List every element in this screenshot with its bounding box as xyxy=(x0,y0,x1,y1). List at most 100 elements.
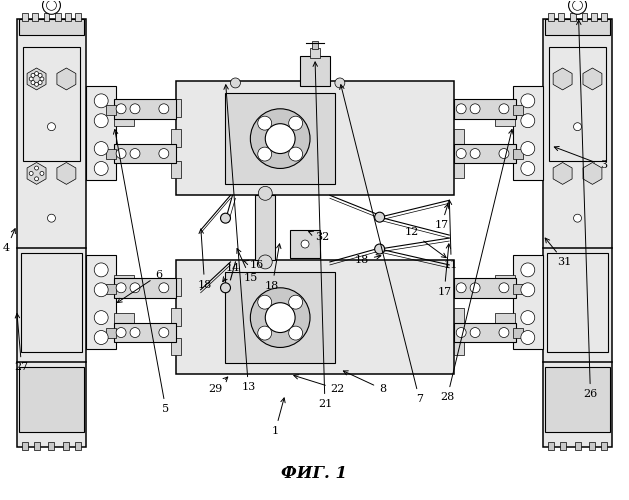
Text: 32: 32 xyxy=(309,231,329,242)
Bar xyxy=(601,442,608,450)
Bar xyxy=(545,368,610,432)
Circle shape xyxy=(521,162,535,175)
Circle shape xyxy=(43,0,60,14)
Bar xyxy=(513,255,543,350)
Polygon shape xyxy=(553,162,572,184)
Bar xyxy=(601,14,608,22)
Bar xyxy=(589,442,596,450)
Circle shape xyxy=(574,214,581,222)
Bar xyxy=(513,328,523,338)
Circle shape xyxy=(159,328,169,338)
Bar xyxy=(86,86,116,180)
Circle shape xyxy=(130,104,140,114)
Text: 21: 21 xyxy=(313,62,332,409)
Bar xyxy=(548,47,606,162)
Circle shape xyxy=(116,148,126,158)
Bar xyxy=(64,442,69,450)
Circle shape xyxy=(499,104,509,114)
Text: 1: 1 xyxy=(272,398,285,436)
Bar xyxy=(226,272,335,364)
Circle shape xyxy=(94,114,108,128)
Bar xyxy=(513,284,523,294)
Text: 18: 18 xyxy=(355,254,381,265)
Text: 8: 8 xyxy=(343,371,386,394)
Text: 18: 18 xyxy=(198,229,212,290)
Circle shape xyxy=(40,77,44,81)
Circle shape xyxy=(159,104,169,114)
Circle shape xyxy=(94,263,108,277)
Circle shape xyxy=(521,330,535,344)
Circle shape xyxy=(569,0,586,14)
Bar xyxy=(16,20,86,447)
Circle shape xyxy=(38,80,42,84)
Circle shape xyxy=(574,122,581,130)
Circle shape xyxy=(35,72,38,76)
Bar xyxy=(114,99,175,118)
Bar xyxy=(312,41,318,49)
Bar xyxy=(495,275,515,290)
Bar xyxy=(171,160,181,178)
Text: 31: 31 xyxy=(545,238,572,267)
Bar xyxy=(19,368,84,432)
Circle shape xyxy=(38,74,42,78)
Bar xyxy=(454,160,464,178)
Bar xyxy=(31,14,38,22)
Bar xyxy=(114,144,175,164)
Text: 6: 6 xyxy=(118,270,162,302)
Bar xyxy=(495,146,515,160)
Bar xyxy=(171,128,181,146)
Bar xyxy=(454,278,464,295)
Circle shape xyxy=(31,74,35,78)
Text: 12: 12 xyxy=(404,227,446,258)
Circle shape xyxy=(230,78,240,88)
Bar xyxy=(290,230,320,258)
Bar xyxy=(171,338,181,355)
Bar xyxy=(547,253,608,352)
Circle shape xyxy=(335,78,345,88)
Bar xyxy=(454,338,464,355)
Circle shape xyxy=(456,283,466,293)
Bar xyxy=(171,308,181,326)
Bar xyxy=(558,14,564,22)
Bar xyxy=(255,196,276,260)
Circle shape xyxy=(521,263,535,277)
Bar xyxy=(513,148,523,158)
Bar xyxy=(21,253,82,352)
Bar xyxy=(570,14,576,22)
Circle shape xyxy=(470,328,480,338)
Circle shape xyxy=(259,255,272,269)
Text: 26: 26 xyxy=(577,20,598,399)
Bar xyxy=(106,105,116,115)
Circle shape xyxy=(116,283,126,293)
Text: 5: 5 xyxy=(113,130,169,414)
Circle shape xyxy=(94,94,108,108)
Circle shape xyxy=(521,310,535,324)
Bar xyxy=(454,128,464,146)
Bar xyxy=(43,14,50,22)
Circle shape xyxy=(259,186,272,200)
Circle shape xyxy=(130,283,140,293)
Circle shape xyxy=(35,166,38,170)
Bar xyxy=(543,20,613,447)
Circle shape xyxy=(289,326,303,340)
Text: 17: 17 xyxy=(437,244,452,297)
Circle shape xyxy=(250,288,310,348)
Circle shape xyxy=(499,328,509,338)
Text: 29: 29 xyxy=(208,377,228,394)
Bar xyxy=(454,308,464,326)
Bar xyxy=(175,260,454,374)
Bar xyxy=(106,328,116,338)
Bar xyxy=(114,322,175,342)
Circle shape xyxy=(94,310,108,324)
Polygon shape xyxy=(57,68,76,90)
Bar xyxy=(86,255,116,350)
Bar xyxy=(65,14,71,22)
Bar xyxy=(495,312,515,328)
Circle shape xyxy=(94,142,108,156)
Circle shape xyxy=(521,142,535,156)
Polygon shape xyxy=(553,68,572,90)
Circle shape xyxy=(130,148,140,158)
Bar xyxy=(171,99,181,116)
Circle shape xyxy=(221,283,230,293)
Circle shape xyxy=(499,283,509,293)
